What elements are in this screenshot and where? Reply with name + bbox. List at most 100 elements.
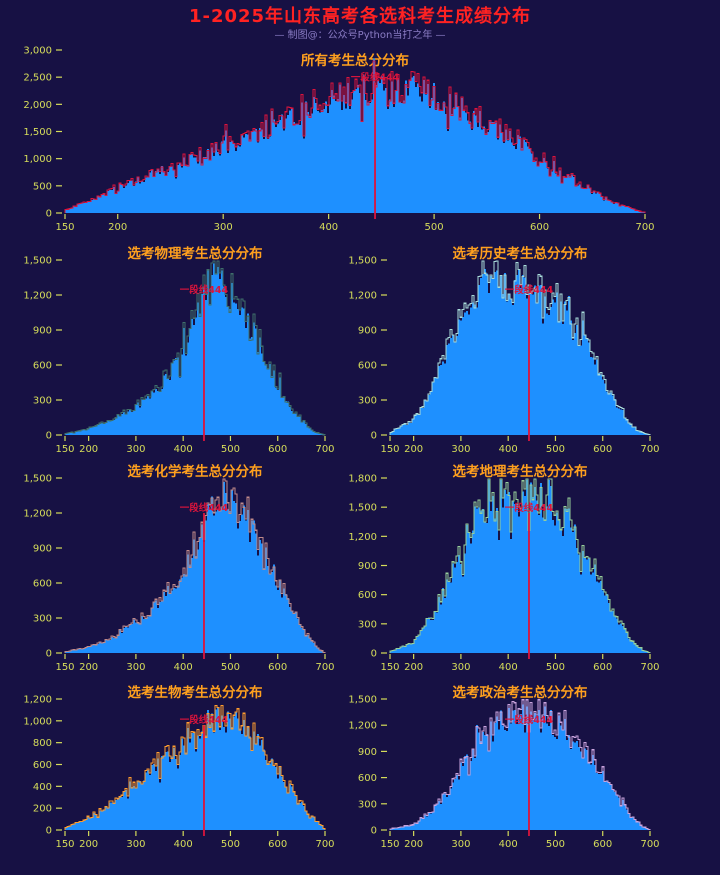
histogram-bars-politics — [390, 704, 650, 830]
chart-geography: 选考地理考生总分分布 0 300 600 900 1,200 1,500 1,800 150 20… — [348, 463, 659, 673]
chart-biology: 选考生物考生总分分布 0 200 400 600 800 1,000 1,200 150 200 3… — [23, 684, 334, 850]
y-tick-label: 0 — [46, 826, 52, 837]
y-tick-label: 1,500 — [23, 474, 52, 485]
y-tick-label: 1,200 — [23, 509, 52, 520]
x-tick-label: 600 — [593, 662, 612, 673]
x-tick-label: 300 — [451, 839, 470, 850]
x-tick-label: 200 — [404, 444, 423, 455]
y-tick-label: 900 — [358, 326, 377, 337]
x-tick-label: 700 — [315, 444, 334, 455]
y-tick-label: 900 — [358, 747, 377, 758]
chart-physics: 选考物理考生总分分布 0 300 600 900 1,200 1,500 150 200 300 4… — [23, 245, 334, 455]
x-tick-label: 200 — [404, 662, 423, 673]
chart-title-politics: 选考政治考生总分分布 — [453, 684, 588, 701]
chart-all: 所有考生总分分布 0 500 1,000 1,500 2,000 2,500 3,000 150… — [23, 46, 654, 234]
y-tick-label: 600 — [33, 361, 52, 372]
chart-title-all: 所有考生总分分布 — [301, 52, 409, 69]
x-tick-label: 200 — [79, 839, 98, 850]
x-tick-label: 150 — [55, 222, 74, 233]
y-tick-label: 0 — [371, 826, 377, 837]
x-tick-label: 400 — [499, 444, 518, 455]
y-tick-label: 0 — [46, 431, 52, 442]
x-tick-label: 500 — [425, 222, 444, 233]
x-tick-label: 300 — [126, 839, 145, 850]
y-tick-label: 1,200 — [348, 291, 377, 302]
chart-chemistry: 选考化学考生总分分布 0 300 600 900 1,200 1,500 150 200 300 4… — [23, 463, 334, 673]
y-tick-label: 300 — [358, 619, 377, 630]
y-tick-label: 1,500 — [23, 256, 52, 267]
y-tick-label: 600 — [33, 760, 52, 771]
tier-line-label-physics: 一段线444 — [180, 284, 229, 296]
histogram-edge-all — [64, 60, 646, 213]
x-tick-label: 700 — [315, 839, 334, 850]
x-tick-label: 300 — [451, 444, 470, 455]
y-tick-label: 200 — [33, 804, 52, 815]
x-tick-label: 200 — [404, 839, 423, 850]
y-tick-label: 0 — [46, 209, 52, 220]
y-tick-label: 300 — [33, 396, 52, 407]
x-tick-label: 200 — [79, 662, 98, 673]
x-tick-label: 400 — [499, 662, 518, 673]
histogram-bars-all — [65, 58, 645, 213]
x-tick-label: 600 — [268, 839, 287, 850]
x-tick-label: 700 — [635, 222, 654, 233]
x-tick-label: 150 — [380, 662, 399, 673]
x-tick-label: 300 — [214, 222, 233, 233]
y-tick-label: 0 — [371, 649, 377, 660]
x-tick-label: 600 — [593, 444, 612, 455]
y-tick-label: 1,200 — [348, 532, 377, 543]
y-tick-label: 600 — [33, 579, 52, 590]
y-tick-label: 1,000 — [23, 716, 52, 727]
tier-line-label-all: 一段线444 — [351, 72, 400, 84]
x-tick-label: 400 — [499, 839, 518, 850]
y-tick-label: 0 — [46, 649, 52, 660]
x-tick-label: 700 — [640, 839, 659, 850]
x-tick-label: 500 — [221, 444, 240, 455]
x-tick-label: 700 — [315, 662, 334, 673]
y-tick-label: 1,500 — [23, 127, 52, 138]
y-tick-label: 1,800 — [348, 474, 377, 485]
chart-title-biology: 选考生物考生总分分布 — [128, 684, 263, 701]
y-tick-label: 1,500 — [348, 695, 377, 706]
chart-title-history: 选考历史考生总分分布 — [453, 245, 588, 262]
x-tick-label: 400 — [319, 222, 338, 233]
y-tick-label: 500 — [33, 181, 52, 192]
tier-line-label-geography: 一段线444 — [505, 502, 554, 514]
y-tick-label: 400 — [33, 782, 52, 793]
y-tick-label: 0 — [371, 431, 377, 442]
x-tick-label: 600 — [593, 839, 612, 850]
y-tick-label: 600 — [358, 361, 377, 372]
y-tick-label: 900 — [33, 544, 52, 555]
y-tick-label: 600 — [358, 773, 377, 784]
tier-line-label-politics: 一段线444 — [505, 714, 554, 726]
histogram-edge-biology — [64, 705, 326, 830]
x-tick-label: 150 — [55, 839, 74, 850]
x-tick-label: 700 — [640, 444, 659, 455]
histogram-edge-chemistry — [64, 478, 326, 653]
chart-history: 选考历史考生总分分布 0 300 600 900 1,200 1,500 150 200 300 4… — [348, 245, 659, 455]
x-tick-label: 500 — [221, 839, 240, 850]
y-tick-label: 300 — [358, 396, 377, 407]
x-tick-label: 400 — [174, 444, 193, 455]
y-tick-label: 1,200 — [23, 695, 52, 706]
x-tick-label: 150 — [55, 662, 74, 673]
y-tick-label: 1,500 — [348, 503, 377, 514]
x-tick-label: 500 — [221, 662, 240, 673]
y-tick-label: 800 — [33, 738, 52, 749]
y-tick-label: 300 — [358, 799, 377, 810]
figure-title: 1-2025年山东高考各选科考生成绩分布 — [188, 6, 532, 27]
chart-politics: 选考政治考生总分分布 0 300 600 900 1,200 1,500 150 200 300 4… — [348, 684, 659, 850]
histogram-bars-history — [390, 269, 650, 435]
y-tick-label: 1,000 — [23, 154, 52, 165]
histogram-bars-physics — [65, 263, 325, 435]
tier-line-label-chemistry: 一段线444 — [180, 502, 229, 514]
y-tick-label: 2,000 — [23, 100, 52, 111]
y-tick-label: 900 — [33, 326, 52, 337]
y-tick-label: 300 — [33, 614, 52, 625]
figure-subtitle: — 制图@：公众号Python当打之年 — — [274, 30, 446, 41]
x-tick-label: 300 — [126, 662, 145, 673]
x-tick-label: 600 — [268, 444, 287, 455]
histogram-edge-physics — [64, 260, 326, 436]
x-tick-label: 150 — [380, 839, 399, 850]
